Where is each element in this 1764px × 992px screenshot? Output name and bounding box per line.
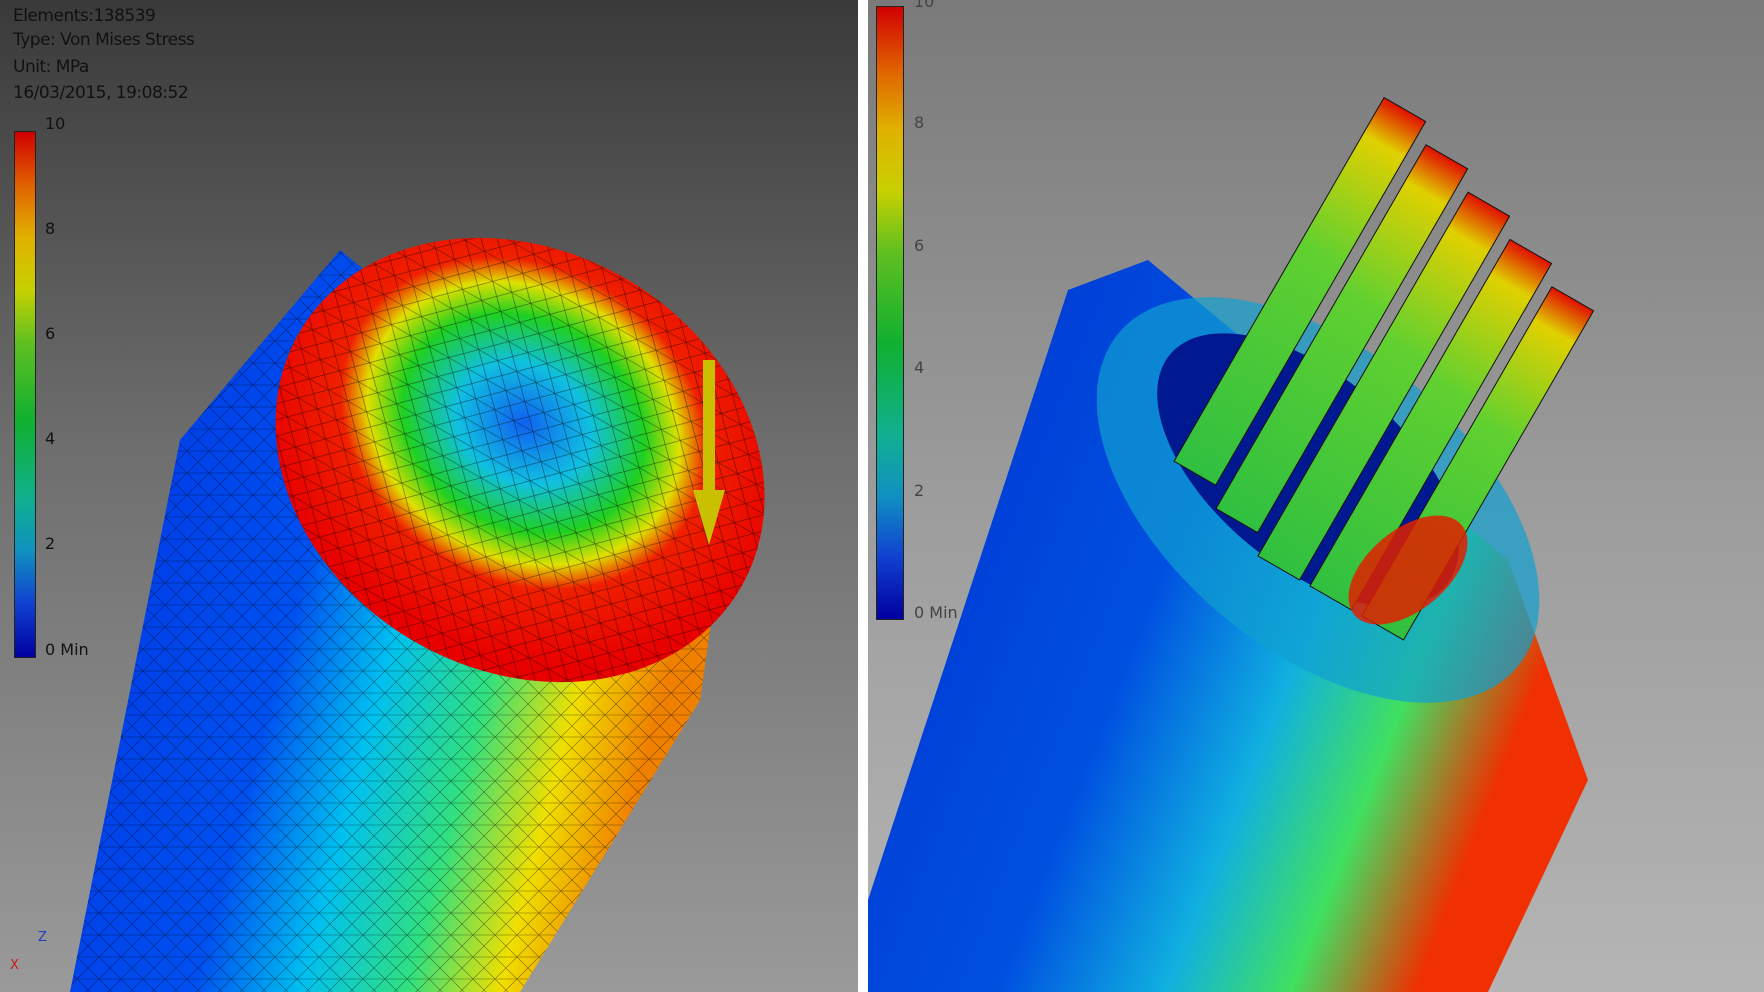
- legend-label-6-right: 6: [914, 236, 925, 255]
- legend-label-2-right: 2: [914, 481, 925, 500]
- color-legend-bar: [14, 131, 36, 658]
- load-arrow-icon: [703, 360, 715, 490]
- legend-label-10: 10: [45, 114, 66, 133]
- fea-mesh-model-left: [70, 237, 765, 992]
- legend-label-min: 0 Min: [45, 640, 89, 659]
- legend-label-8-right: 8: [914, 113, 925, 132]
- left-stress-view: Elements:138539 Type: Von Mises Stress U…: [0, 0, 858, 992]
- fea-mesh-model-right: [868, 96, 1595, 992]
- axis-x-label: X: [10, 958, 19, 973]
- color-legend-bar-right: [876, 6, 904, 620]
- panel-divider: [858, 0, 868, 992]
- legend-label-6: 6: [45, 324, 56, 343]
- legend-label-10-right: 10: [914, 0, 935, 11]
- right-stress-view: 10 8 6 4 2 0 Min: [868, 0, 1764, 992]
- result-type: Type: Von Mises Stress: [13, 30, 195, 50]
- legend-label-8: 8: [45, 219, 56, 238]
- elements-count: Elements:138539: [13, 6, 156, 26]
- legend-label-4: 4: [45, 429, 56, 448]
- legend-label-min-right: 0 Min: [914, 603, 958, 622]
- axis-z-label: Z: [38, 930, 47, 945]
- legend-label-2: 2: [45, 534, 56, 553]
- result-timestamp: 16/03/2015, 19:08:52: [13, 83, 189, 103]
- legend-label-4-right: 4: [914, 358, 925, 377]
- result-unit: Unit: MPa: [13, 57, 89, 77]
